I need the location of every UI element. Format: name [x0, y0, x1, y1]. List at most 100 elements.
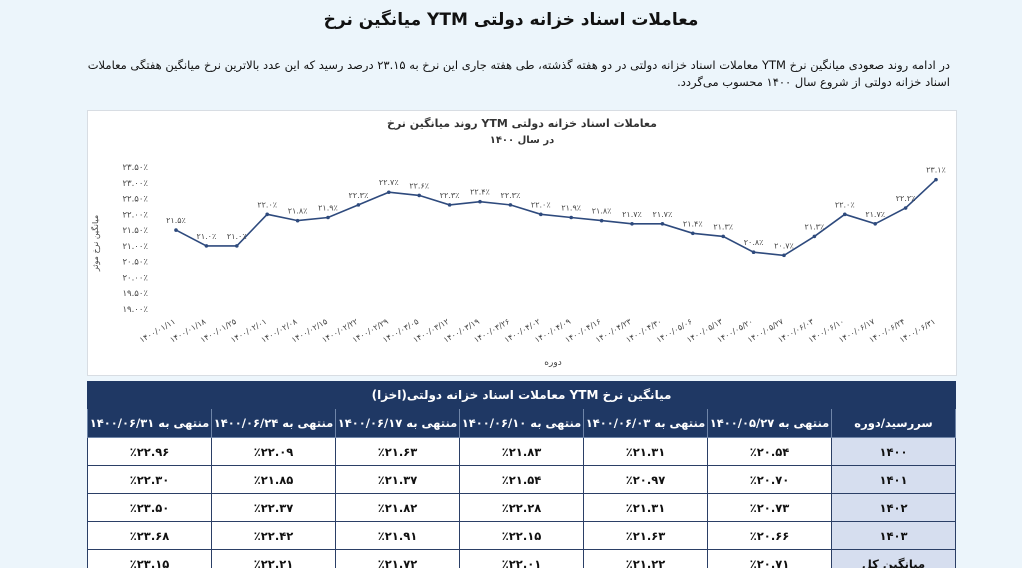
data-label: ۲۱.۷٪	[653, 210, 673, 219]
table-cell: ٪۲۲.۹۶	[87, 437, 212, 466]
table-title: میانگین نرخ YTM معاملات اسناد خزانه دولت…	[87, 381, 956, 409]
data-point	[235, 244, 239, 248]
data-point	[630, 222, 634, 226]
data-point	[903, 206, 908, 210]
data-label: ۲۲.۴٪	[470, 188, 490, 197]
data-point	[387, 190, 391, 195]
table-cell: ٪۲۲.۲۱	[211, 549, 336, 568]
table-cell: ٪۲۳.۵۰	[87, 493, 212, 522]
table-cell: ٪۲۰.۷۳	[707, 493, 832, 522]
y-tick-label: ۲۳.۵۰٪	[122, 163, 148, 173]
y-tick-label: ۲۱.۰۰٪	[122, 242, 148, 252]
table-cell: ٪۲۲.۰۹	[211, 437, 336, 466]
table-row: ۱۴۰۱ ٪۲۰.۷۰ ٪۲۰.۹۷ ٪۲۱.۵۴ ٪۲۱.۳۷ ٪۲۱.۸۵ ٪۲۲.۳۰	[87, 465, 956, 494]
data-point	[478, 199, 482, 204]
data-label: ۲۱.۳٪	[805, 222, 825, 231]
data-point	[812, 234, 817, 239]
x-axis-label: دوره	[544, 358, 561, 368]
data-point	[326, 215, 330, 220]
data-point	[174, 228, 178, 232]
data-label: ۲۱.۳٪	[713, 222, 733, 231]
y-tick-label: ۱۹.۰۰٪	[122, 305, 148, 315]
y-axis-label: میانگین نرخ موثر	[90, 215, 100, 272]
table-cell: ٪۲۰.۶۶	[707, 521, 832, 550]
data-label: ۲۲.۰٪	[531, 200, 551, 209]
table-row-header: ۱۴۰۳	[831, 521, 956, 550]
data-label: ۲۱.۷٪	[865, 210, 885, 219]
table-cell: ٪۲۱.۸۵	[211, 465, 336, 494]
y-tick-label: ۲۰.۵۰٪	[122, 258, 148, 268]
table-cell: ٪۲۱.۶۳	[583, 521, 708, 550]
table-cell: ٪۲۲.۰۱	[459, 549, 584, 568]
data-point	[843, 212, 847, 217]
y-tick-label: ۲۲.۵۰٪	[122, 195, 148, 205]
data-label: ۲۱.۰٪	[227, 232, 247, 241]
data-label: ۲۲.۰٪	[257, 200, 277, 209]
data-point	[265, 212, 269, 217]
table-row: ۱۴۰۰ ٪۲۰.۵۴ ٪۲۱.۳۱ ٪۲۱.۸۳ ٪۲۱.۶۳ ٪۲۲.۰۹ ٪۲۲.۹۶	[87, 437, 956, 466]
data-label: ۲۲.۳٪	[349, 191, 369, 200]
table-cell: ٪۲۰.۷۱	[707, 549, 832, 568]
table-cell: ٪۲۱.۵۴	[459, 465, 584, 494]
table-row: ۱۴۰۲ ٪۲۰.۷۳ ٪۲۱.۳۱ ٪۲۲.۲۸ ٪۲۱.۸۲ ٪۲۲.۳۷ ٪۲۳.۵۰	[87, 493, 956, 522]
data-point	[873, 222, 877, 226]
data-labels: ۲۱.۵٪ ۲۱.۰٪ ۲۱.۰٪ ۲۲.۰٪ ۲۱.۸٪ ۲۱.۹٪ ۲۲.۳٪ ۲۲.۷٪…	[166, 166, 946, 251]
table-cell: ٪۲۰.۷۰	[707, 465, 832, 494]
data-point	[751, 250, 756, 254]
data-label: ۲۱.۰٪	[197, 232, 217, 241]
table-header-period: سررسید/دوره	[831, 408, 956, 438]
data-point	[539, 212, 543, 217]
table-header-row: سررسید/دوره منتهی به ۱۴۰۰/۰۵/۲۷ منتهی به ۱…	[87, 408, 956, 438]
data-label: ۲۱.۹٪	[318, 203, 338, 212]
data-label: ۲۲.۳٪	[440, 191, 460, 200]
data-point	[721, 234, 725, 239]
chart-subtitle: در سال ۱۴۰۰	[490, 135, 555, 146]
data-point	[204, 244, 209, 248]
table-cell: ٪۲۰.۹۷	[583, 465, 708, 494]
table-cell: ٪۲۲.۳۰	[87, 465, 212, 494]
chart-title: روند میانگین نرخ YTM معاملات اسناد خزانه…	[387, 117, 657, 130]
line-chart: روند میانگین نرخ YTM معاملات اسناد خزانه…	[90, 117, 946, 368]
data-point	[569, 215, 573, 220]
table-row-header: میانگین کل	[831, 549, 956, 568]
table-row: ۱۴۰۳ ٪۲۰.۶۶ ٪۲۱.۶۳ ٪۲۲.۱۵ ٪۲۱.۹۱ ٪۲۲.۴۲ ٪۲۳.۶۸	[87, 521, 956, 550]
data-label: ۲۱.۷٪	[622, 210, 642, 219]
table-header-col-1: منتهی به ۱۴۰۰/۰۵/۲۷	[707, 408, 832, 438]
series-line	[175, 179, 937, 257]
data-point	[934, 177, 938, 182]
data-label: ۲۲.۶٪	[409, 181, 429, 190]
data-label: ۲۱.۹٪	[561, 203, 581, 212]
data-points	[174, 177, 938, 258]
data-point	[417, 193, 422, 198]
table-row: میانگین کل ٪۲۰.۷۱ ٪۲۱.۲۲ ٪۲۲.۰۱ ٪۲۱.۷۲ ٪۲۲.۲۱…	[87, 549, 956, 568]
line-chart-panel: روند میانگین نرخ YTM معاملات اسناد خزانه…	[87, 110, 957, 376]
table-cell: ٪۲۱.۳۱	[583, 437, 708, 466]
rates-table: میانگین نرخ YTM معاملات اسناد خزانه دولت…	[87, 381, 956, 568]
table-cell: ٪۲۱.۷۲	[335, 549, 460, 568]
table-cell: ٪۲۱.۳۱	[583, 493, 708, 522]
y-tick-label: ۲۱.۵۰٪	[122, 226, 148, 236]
data-point	[660, 222, 665, 226]
table-header-col-4: منتهی به ۱۴۰۰/۰۶/۱۷	[335, 408, 460, 438]
table-cell: ٪۲۰.۵۴	[707, 437, 832, 466]
y-tick-label: ۲۲.۰۰٪	[122, 210, 148, 220]
description-text: در ادامه روند صعودی میانگین نرخ YTM معام…	[87, 58, 950, 89]
table-cell: ٪۲۳.۱۵	[87, 549, 212, 568]
table-row-header: ۱۴۰۲	[831, 493, 956, 522]
data-point	[447, 203, 452, 207]
table-body: ۱۴۰۰ ٪۲۰.۵۴ ٪۲۱.۳۱ ٪۲۱.۸۳ ٪۲۱.۶۳ ٪۲۲.۰۹ ٪۲۲.۹۶…	[87, 437, 956, 568]
table-cell: ٪۲۱.۸۲	[335, 493, 460, 522]
y-tick-label: ۲۰.۰۰٪	[122, 273, 148, 283]
data-point	[508, 203, 513, 207]
series-line-group	[175, 179, 937, 257]
table-cell: ٪۲۱.۲۲	[583, 549, 708, 568]
data-label: ۲۰.۷٪	[774, 241, 794, 250]
page-title: میانگین نرخ YTM معاملات اسناد خزانه دولت…	[323, 10, 699, 30]
data-label: ۲۰.۸٪	[744, 238, 764, 247]
data-label: ۲۱.۸٪	[288, 207, 308, 216]
data-label: ۲۳.۱٪	[926, 166, 946, 175]
data-point	[782, 253, 786, 258]
data-label: ۲۲.۳٪	[501, 191, 521, 200]
data-label: ۲۱.۵٪	[166, 216, 186, 225]
table-cell: ٪۲۲.۳۷	[211, 493, 336, 522]
